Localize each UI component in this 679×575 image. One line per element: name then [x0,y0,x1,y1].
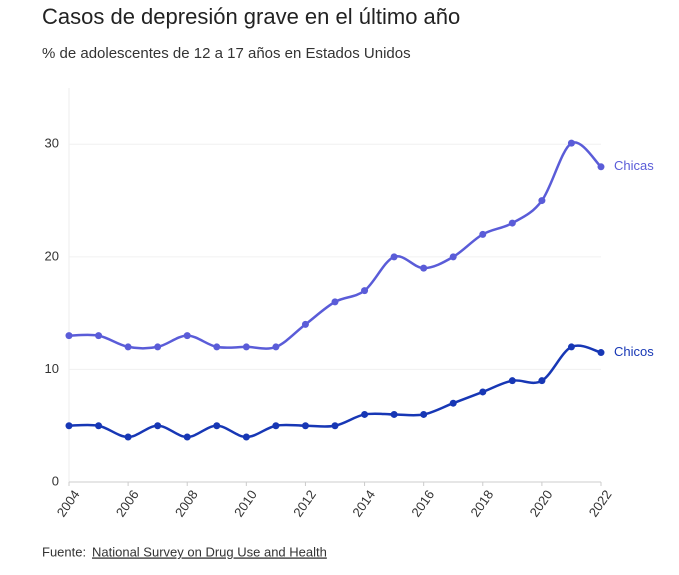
x-tick-label: 2014 [349,487,378,519]
y-tick-label: 10 [45,361,59,376]
point [479,230,487,238]
series-line [68,141,602,350]
x-tick-label: 2022 [586,487,615,519]
point [95,332,103,340]
point [242,343,250,351]
point [331,298,339,306]
point [420,264,428,272]
y-tick-label: 0 [52,473,59,488]
x-tick-label: 2006 [113,487,142,519]
point [124,343,132,351]
y-tick-label: 30 [45,136,59,151]
point [124,433,132,441]
point [183,332,191,340]
point [508,219,516,227]
point [301,320,309,328]
x-tick-label: 2020 [527,487,556,519]
point [420,410,428,418]
y-tick-label: 20 [45,248,59,263]
point [154,422,162,430]
point [508,377,516,385]
point [213,343,221,351]
chart-title: Casos de depresión grave en el último añ… [42,4,460,29]
point [242,433,250,441]
point [390,253,398,261]
point [390,410,398,418]
x-tick-label: 2012 [290,487,319,519]
point [183,433,191,441]
x-tick-label: 2008 [172,487,201,519]
point [301,422,309,430]
point [154,343,162,351]
chart-subtitle: % de adolescentes de 12 a 17 años en Est… [42,45,411,62]
point [213,422,221,430]
point [538,377,546,385]
point [272,343,280,351]
point [65,332,73,340]
series-label: Chicos [614,344,654,359]
series-label: Chicas [614,158,654,173]
x-tick-label: 2018 [467,487,496,519]
source-link[interactable]: National Survey on Drug Use and Health [92,544,327,559]
x-tick-label: 2010 [231,487,260,519]
point [331,422,339,430]
point [95,422,103,430]
point [361,287,369,295]
point [597,163,605,171]
source-label: Fuente: [42,544,86,559]
x-tick-label: 2016 [408,487,437,519]
point [567,139,575,147]
point [567,343,575,351]
point [449,253,457,261]
point [597,349,605,357]
point [479,388,487,396]
x-tick-label: 2004 [54,487,83,519]
point [449,399,457,407]
point [65,422,73,430]
point [361,410,369,418]
point [272,422,280,430]
point [538,197,546,205]
